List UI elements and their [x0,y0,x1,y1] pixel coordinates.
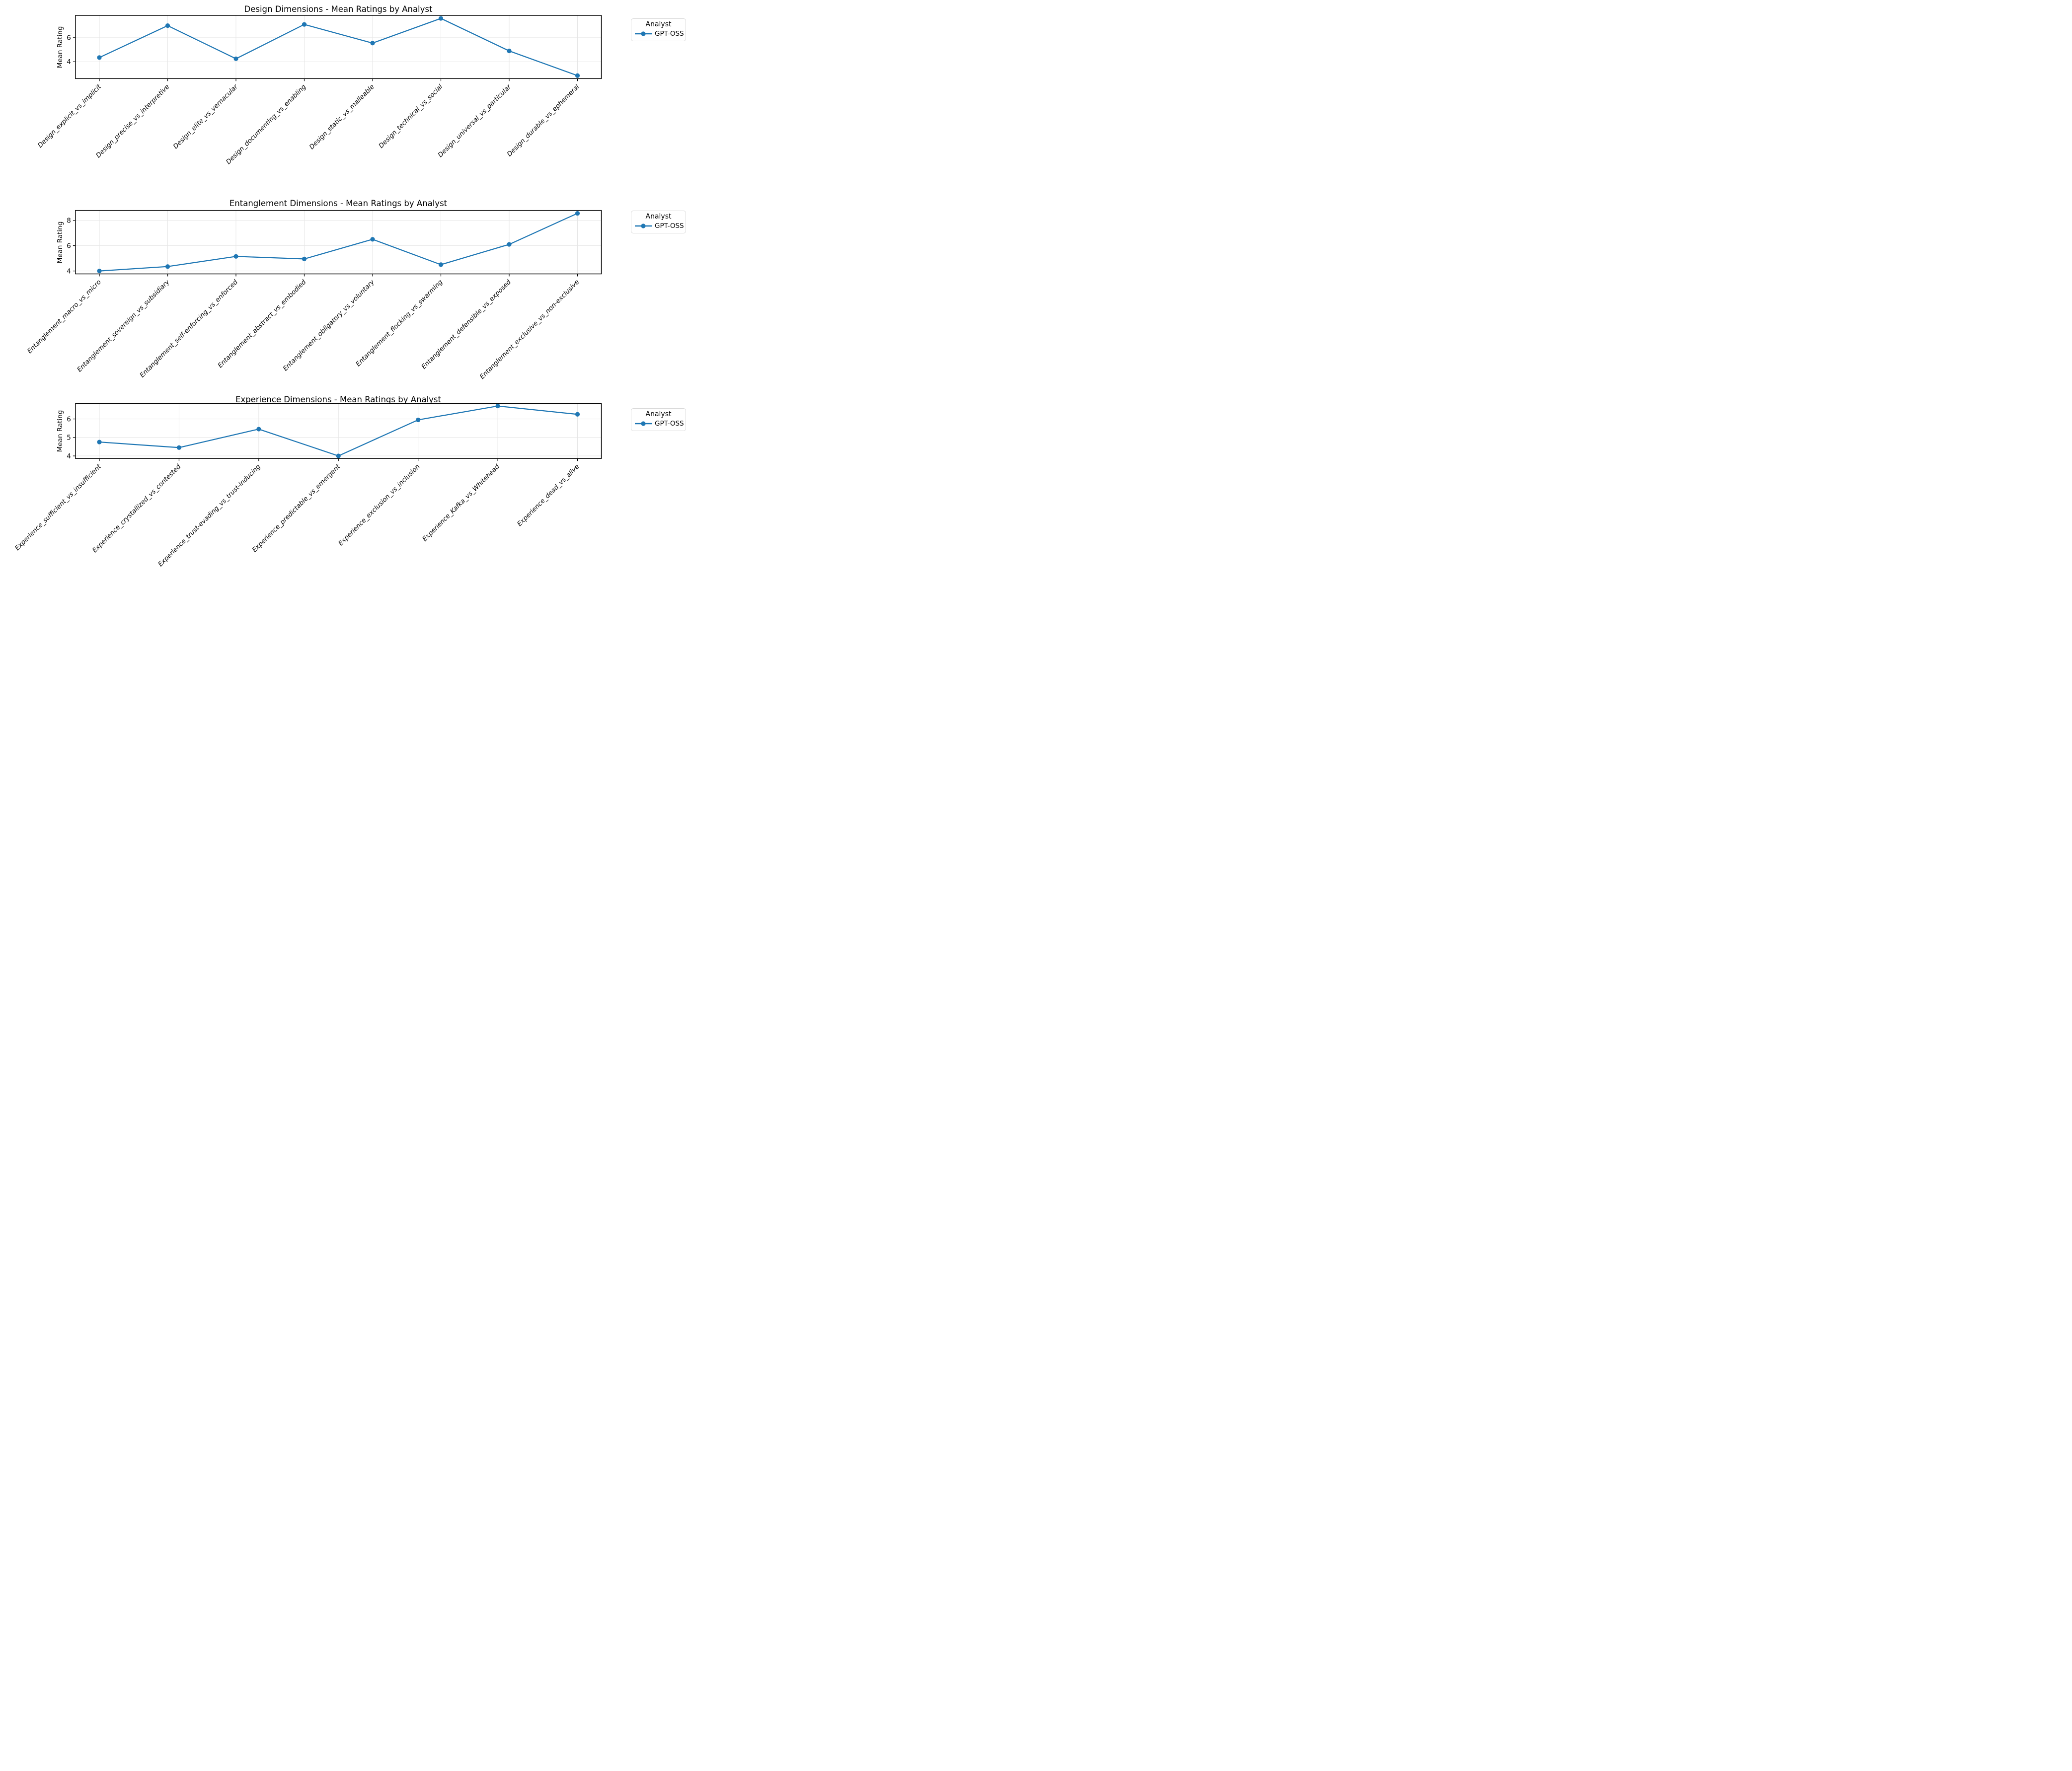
legend-title: Analyst [645,213,672,221]
data-point [336,453,341,458]
y-tick-label: 4 [67,452,71,460]
data-point [438,16,444,21]
chart-1-plot: 4 6 Design_explicit_vs_implicitDesign_prec… [37,15,602,166]
chart-3-title: Experience Dimensions - Mean Ratings by … [235,395,441,404]
legend-title: Analyst [645,20,672,28]
data-point [165,264,170,269]
series-line [99,213,578,272]
x-tick-label: Design_precise_vs_interpretive [95,83,171,160]
x-tick-label: Design_documenting_vs_enabling [225,83,308,166]
data-point [438,262,444,267]
data-point [575,412,580,417]
data-point [165,23,170,28]
data-point [97,55,102,60]
x-tick-label: Experience_exclusion_vs_inclusion [337,463,422,547]
plots-canvas: 4 6 Design_explicit_vs_implicitDesign_prec… [14,15,602,568]
axes-border [75,15,602,79]
y-tick-label: 4 [67,58,71,66]
legend-entry: GPT-OSS [634,221,684,230]
data-point [370,41,375,46]
x-tick-label: Design_elite_vs_vernacular [172,82,240,150]
data-point [256,427,261,432]
x-tick-label: Entanglement_macro_vs_micro [26,279,102,355]
legend-series-label: GPT-OSS [655,221,684,230]
data-point [97,440,102,444]
x-tick-label: Experience_predictable_vs_emergent [251,463,342,554]
chart-2-title: Entanglement Dimensions - Mean Ratings b… [229,199,448,208]
y-tick-label: 6 [67,415,71,423]
chart-2-plot: 468Entanglement_macro_vs_microEntangleme… [26,210,602,381]
chart-1-title: Design Dimensions - Mean Ratings by Anal… [244,4,433,14]
data-point [233,56,238,61]
legend-series-label: GPT-OSS [655,29,684,38]
y-tick-label: 8 [67,217,71,224]
data-point [575,211,580,216]
y-tick-label: 6 [67,242,71,250]
legend-line-marker-icon [635,31,652,36]
x-tick-label: Design_technical_vs_social [378,83,445,150]
y-tick-label: 5 [67,434,71,442]
axes-border [75,210,602,275]
data-point [302,256,307,261]
x-tick-label: Experience_crystallized_vs_contested [91,463,182,554]
data-point [507,242,512,247]
x-tick-label: Experience_trust-evading_vs_trust-induci… [157,463,262,568]
chart-1-ylabel: Mean Rating [56,26,64,69]
data-point [507,48,512,54]
data-point [233,254,238,259]
x-tick-label: Design_static_vs_malleable [308,83,376,151]
legend-line-marker-icon [635,223,652,228]
data-point [97,269,102,274]
chart-3-legend: Analyst GPT-OSS [631,408,686,431]
series-line [99,17,578,76]
x-tick-label: Design_durable_vs_ephemeral [506,83,581,158]
x-tick-label: Design_universal_vs_particular [437,82,513,159]
data-point [176,445,182,450]
data-point [416,417,421,423]
chart-2-legend: Analyst GPT-OSS [631,211,686,233]
x-tick-label: Experience_dead_vs_alive [516,463,581,528]
y-tick-label: 4 [67,267,71,275]
x-tick-label: Experience_sufficient_vs_insufficient [14,463,103,552]
legend-line-marker-icon [635,421,652,426]
data-point [302,22,307,27]
x-tick-label: Experience_Kafka_vs_Whitehead [421,463,502,543]
chart-2-ylabel: Mean Rating [56,221,64,264]
legend-title: Analyst [645,410,672,418]
data-point [575,73,580,78]
chart-3-ylabel: Mean Rating [56,410,64,452]
data-point [370,237,375,242]
legend-entry: GPT-OSS [634,29,684,38]
legend-series-label: GPT-OSS [655,419,684,428]
chart-1-legend: Analyst GPT-OSS [631,18,686,41]
x-tick-label: Design_explicit_vs_implicit [37,83,103,149]
y-tick-label: 6 [67,34,71,42]
figure: 4 6 Design_explicit_vs_implicit Design_prec… [0,0,691,590]
data-point [495,403,500,409]
legend-entry: GPT-OSS [634,419,684,428]
chart-3-plot: 4 5 6 Experience_sufficient_vs_insufficient… [14,403,602,568]
